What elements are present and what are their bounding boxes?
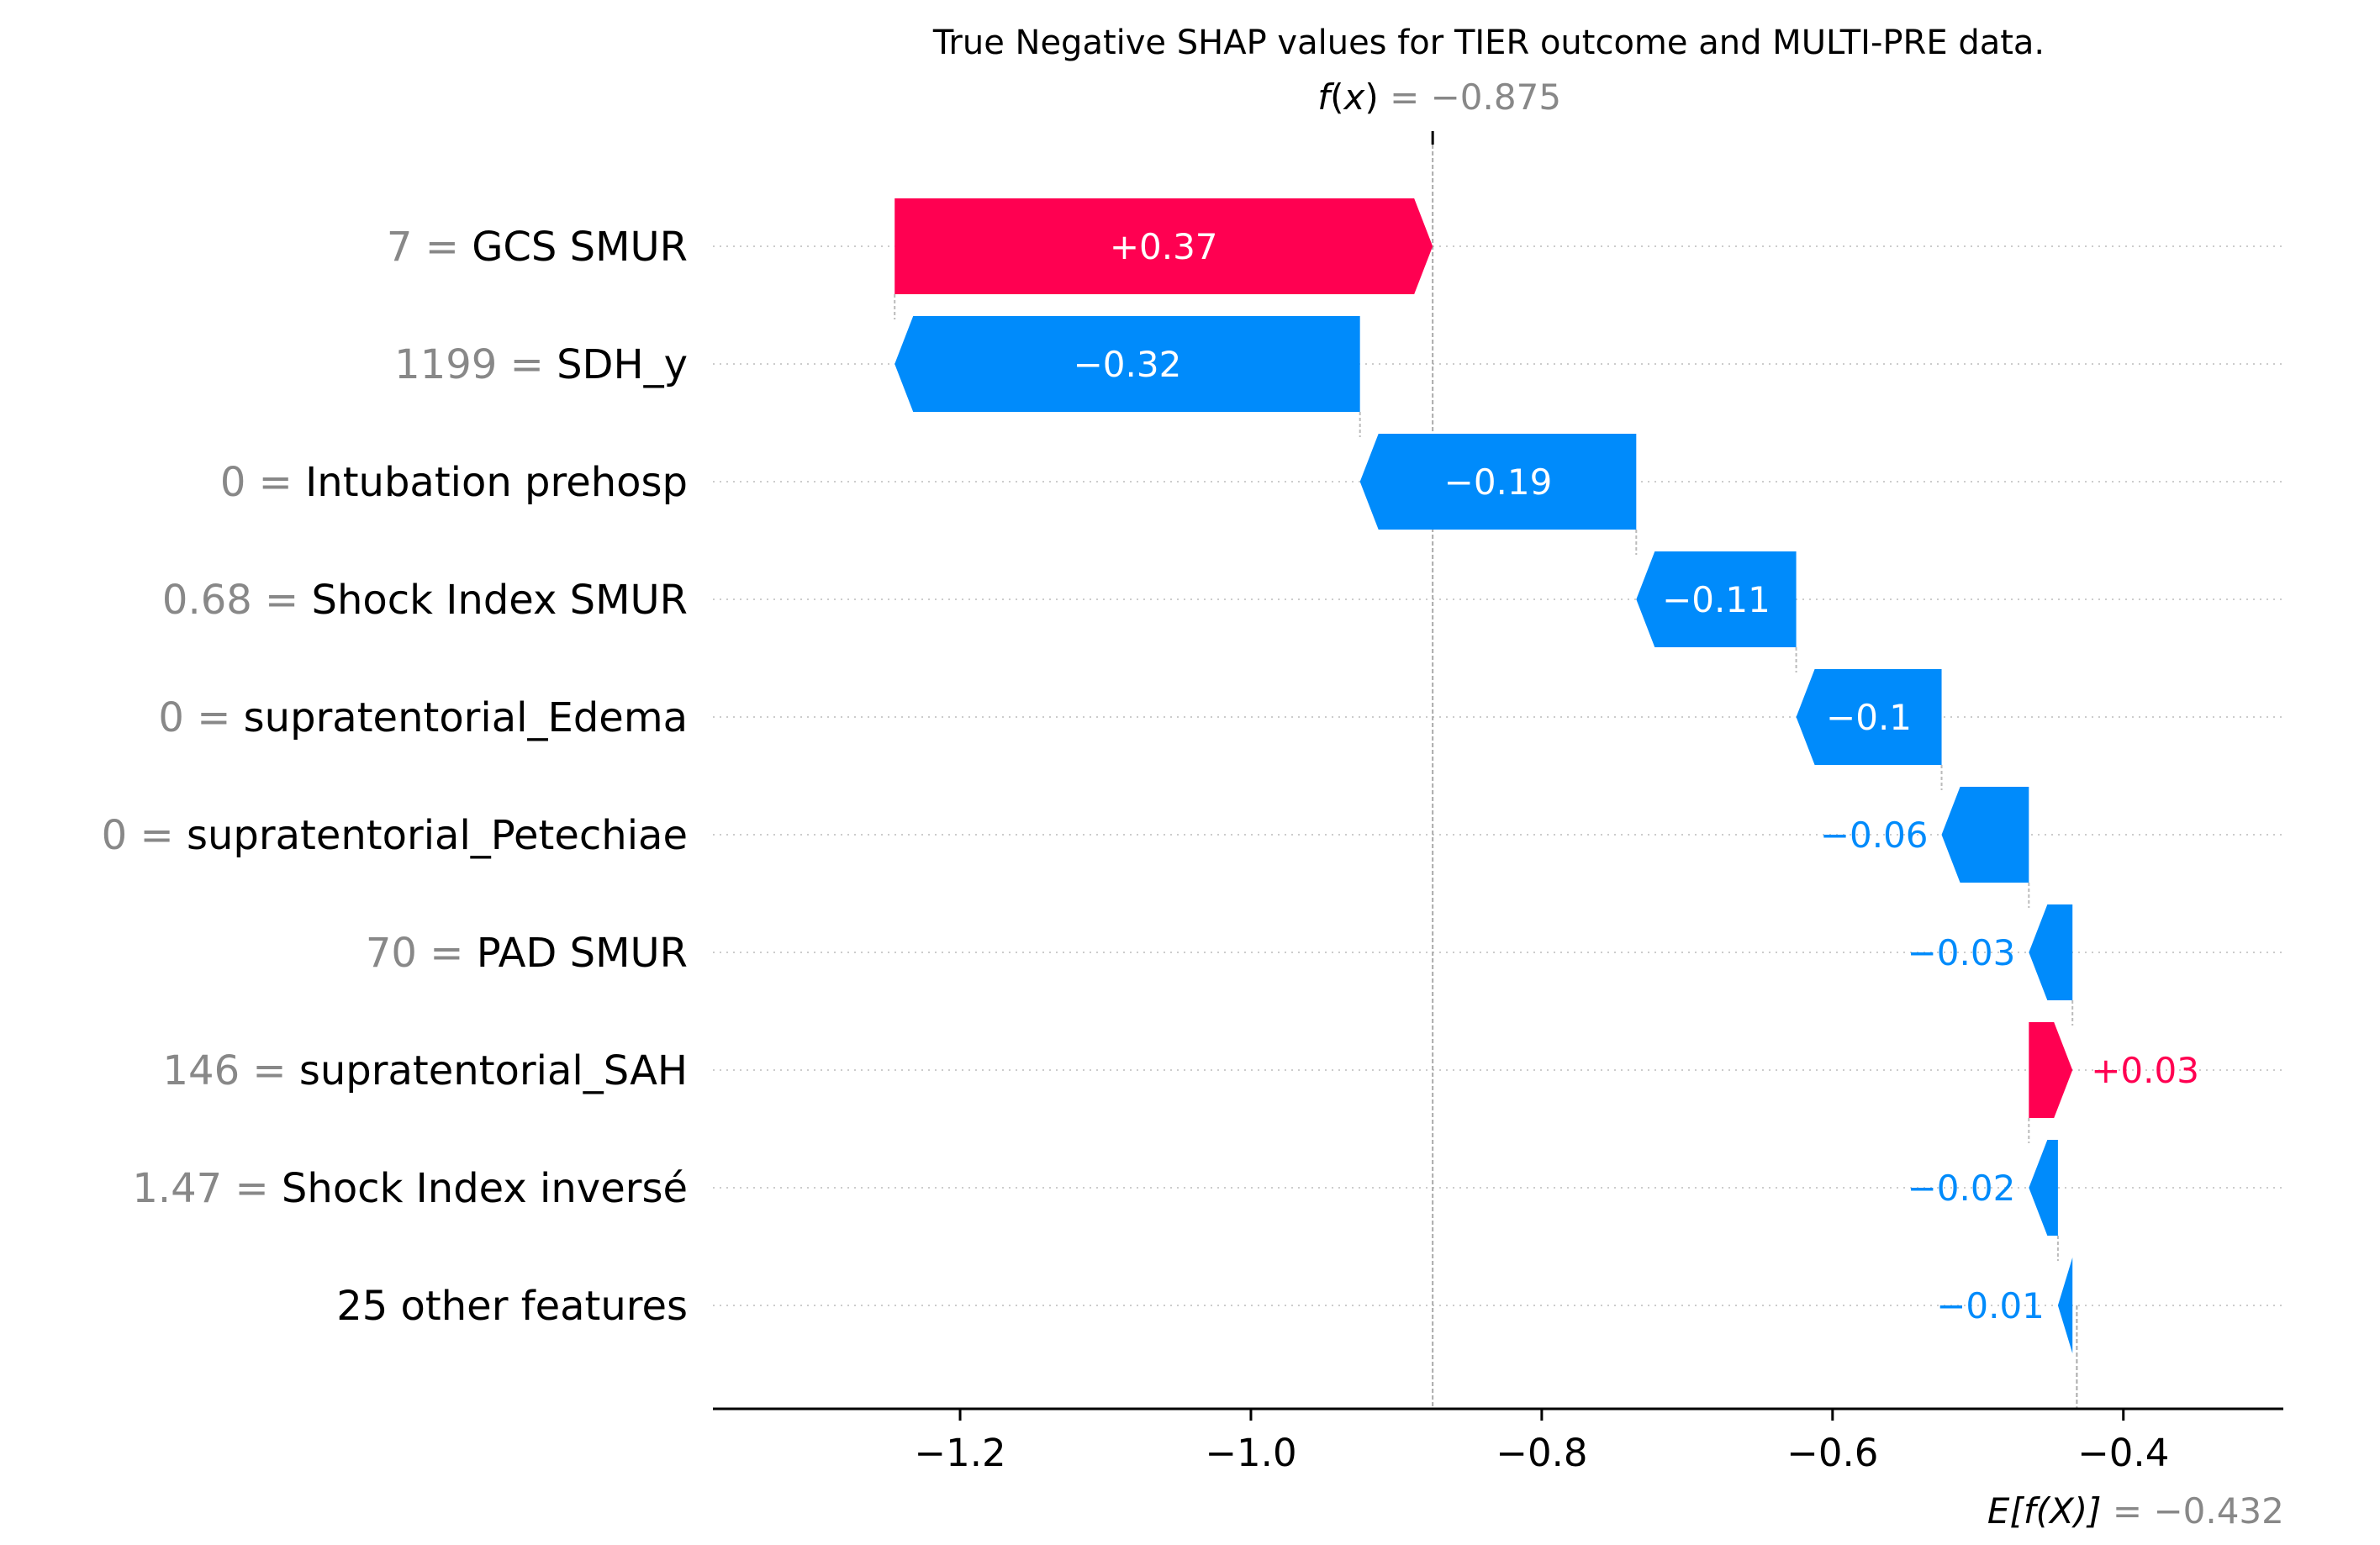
shap-value-label: +0.03 [2091, 1050, 2199, 1091]
bars: +0.37 −0.32 −0.19 −0.11 −0.1 −0.06 −0.03 +0.03 −… [894, 198, 2199, 1353]
shap-bar [2029, 904, 2073, 1000]
feature-label: 1199 = SDH_y [394, 341, 688, 388]
shap-value-label: −0.02 [1908, 1168, 2016, 1209]
chart-title: True Negative SHAP values for TIER outco… [932, 24, 2045, 62]
shap-bar [894, 198, 1433, 294]
shap-bar [2029, 1140, 2058, 1236]
shap-value-label: +0.37 [1110, 226, 1218, 267]
grid-lines [713, 145, 2283, 1409]
shap-value-label: −0.11 [1662, 579, 1770, 620]
feature-label: 0 = supratentorial_Petechiae [102, 812, 688, 859]
shap-value-label: −0.1 [1826, 697, 1912, 738]
feature-label: 146 = supratentorial_SAH [163, 1047, 688, 1094]
shap-bar [2057, 1258, 2073, 1353]
shap-value-label: −0.03 [1908, 932, 2016, 973]
shap-bar [1636, 551, 1797, 647]
feature-label: 1.47 = Shock Index inversé [132, 1165, 688, 1212]
shap-value-label: −0.32 [1074, 344, 1182, 385]
feature-label: 0.68 = Shock Index SMUR [162, 577, 688, 624]
x-tick-label: −0.6 [1786, 1431, 1878, 1475]
shap-bar [1941, 787, 2029, 883]
feature-label: 0 = Intubation prehosp [220, 459, 688, 506]
feature-label: 70 = PAD SMUR [366, 930, 688, 977]
shap-value-label: −0.01 [1936, 1285, 2045, 1326]
x-tick-label: −1.0 [1205, 1431, 1296, 1475]
expected-value-label: E[f(X)] = −0.432 [1987, 1490, 2284, 1532]
shap-bar [1359, 434, 1637, 530]
fx-label: f(x) = −0.875 [1317, 76, 1561, 118]
shap-bar [1796, 669, 1942, 765]
x-tick-label: −0.8 [1496, 1431, 1587, 1475]
shap-bar [2029, 1022, 2073, 1118]
feature-labels: 7 = GCS SMUR 1199 = SDH_y 0 = Intubation … [102, 224, 688, 1330]
feature-label: 25 other features [336, 1283, 688, 1330]
fx-annotation: f(x) = −0.875 [1317, 76, 1561, 145]
shap-bar [894, 316, 1360, 412]
feature-label: 7 = GCS SMUR [387, 224, 688, 271]
shap-value-label: −0.06 [1820, 815, 1929, 856]
x-tick-label: −0.4 [2077, 1431, 2169, 1475]
x-axis: −1.2 −1.0 −0.8 −0.6 −0.4 [713, 1407, 2283, 1475]
shap-value-label: −0.19 [1444, 461, 1553, 503]
x-tick-label: −1.2 [914, 1431, 1005, 1475]
expected-value-annotation: E[f(X)] = −0.432 [1987, 1490, 2284, 1532]
feature-label: 0 = supratentorial_Edema [158, 694, 688, 741]
